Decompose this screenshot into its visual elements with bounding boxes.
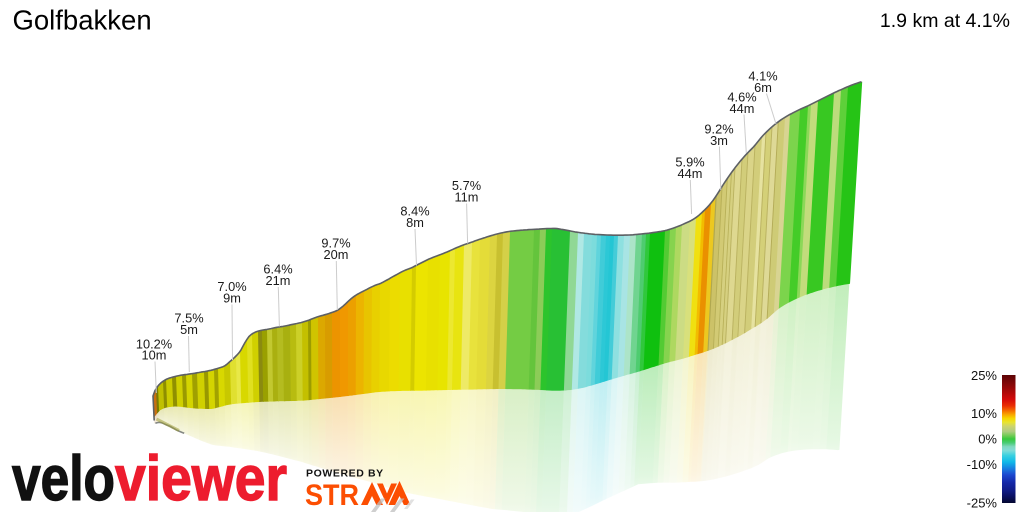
- svg-text:4.1%: 4.1%: [748, 69, 777, 84]
- svg-text:POWERED BY: POWERED BY: [306, 468, 384, 480]
- svg-text:STR: STR: [305, 479, 359, 512]
- svg-text:5.7%: 5.7%: [452, 178, 481, 193]
- svg-text:44m: 44m: [730, 101, 755, 116]
- svg-text:viewer: viewer: [115, 444, 287, 512]
- svg-text:21m: 21m: [266, 273, 291, 288]
- svg-text:7.5%: 7.5%: [174, 311, 203, 326]
- svg-text:4.6%: 4.6%: [727, 90, 756, 105]
- svg-text:3m: 3m: [710, 133, 728, 148]
- svg-text:10%: 10%: [971, 406, 997, 421]
- svg-text:-25%: -25%: [967, 496, 998, 511]
- svg-text:6.4%: 6.4%: [263, 262, 292, 277]
- svg-text:20m: 20m: [324, 247, 349, 262]
- svg-text:8m: 8m: [406, 215, 424, 230]
- svg-text:-10%: -10%: [967, 457, 998, 472]
- svg-text:25%: 25%: [971, 368, 997, 383]
- svg-text:Golfbakken: Golfbakken: [13, 5, 152, 36]
- svg-text:8.4%: 8.4%: [400, 204, 429, 219]
- svg-text:10m: 10m: [142, 348, 167, 363]
- svg-text:velo: velo: [12, 444, 115, 512]
- svg-text:44m: 44m: [678, 166, 703, 181]
- svg-text:11m: 11m: [455, 190, 479, 205]
- svg-text:5.9%: 5.9%: [675, 155, 704, 170]
- svg-text:6m: 6m: [754, 80, 772, 95]
- svg-text:5m: 5m: [180, 322, 198, 337]
- svg-text:0%: 0%: [978, 432, 997, 447]
- svg-text:1.9 km at 4.1%: 1.9 km at 4.1%: [880, 10, 1010, 32]
- svg-text:7.0%: 7.0%: [217, 279, 246, 294]
- svg-text:10.2%: 10.2%: [136, 337, 172, 352]
- svg-text:9.2%: 9.2%: [704, 122, 733, 137]
- svg-text:9m: 9m: [223, 291, 241, 306]
- svg-text:9.7%: 9.7%: [321, 236, 350, 251]
